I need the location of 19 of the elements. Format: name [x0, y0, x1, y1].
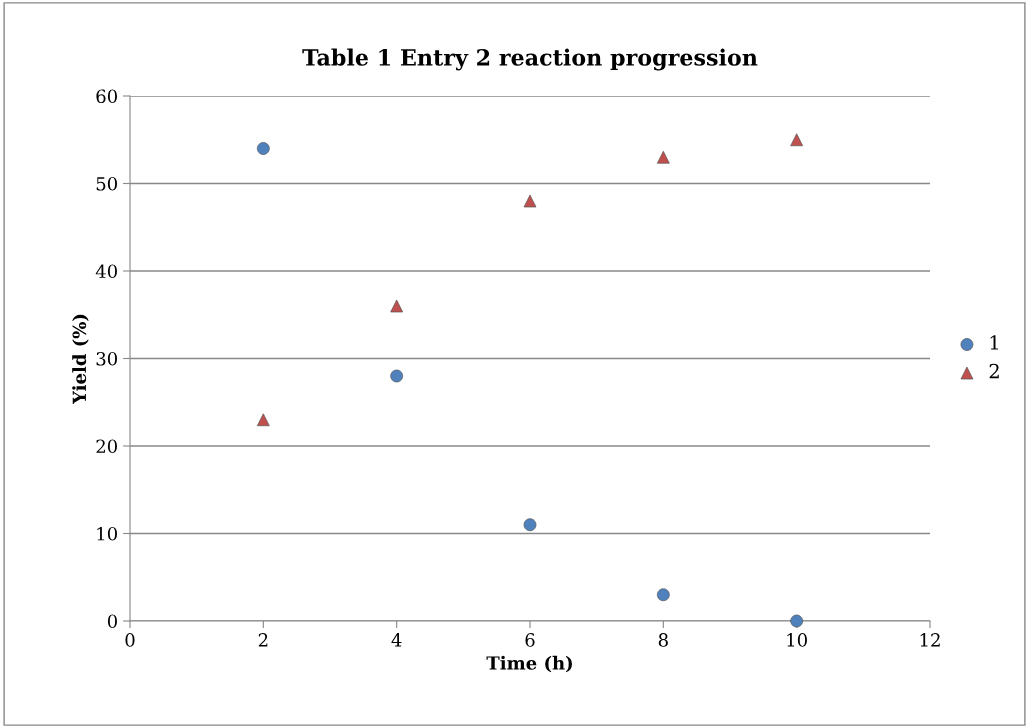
legend-label: 2	[989, 363, 999, 379]
y-tick-label: 0	[107, 614, 117, 629]
y-tick-label: 20	[96, 439, 117, 454]
x-tick-label: 8	[658, 633, 668, 647]
x-axis-title: Time (h)	[486, 655, 572, 673]
y-tick-label: 10	[97, 526, 117, 541]
y-tick-label: 60	[96, 89, 117, 104]
y-tick-label: 30	[96, 351, 117, 366]
x-tick-label: 6	[525, 633, 535, 647]
x-tick-label: 4	[391, 633, 402, 647]
x-tick-label: 12	[920, 633, 940, 647]
y-tick-label: 40	[95, 264, 117, 279]
y-axis-title: Yield (%)	[72, 314, 89, 405]
x-tick-label: 2	[258, 633, 268, 647]
x-tick-label: 0	[125, 633, 135, 647]
x-tick-label: 10	[787, 633, 807, 647]
y-tick-label: 50	[96, 176, 117, 191]
chart-title: Table 1 Entry 2 reaction progression	[302, 48, 758, 71]
legend-label: 1	[990, 335, 998, 350]
